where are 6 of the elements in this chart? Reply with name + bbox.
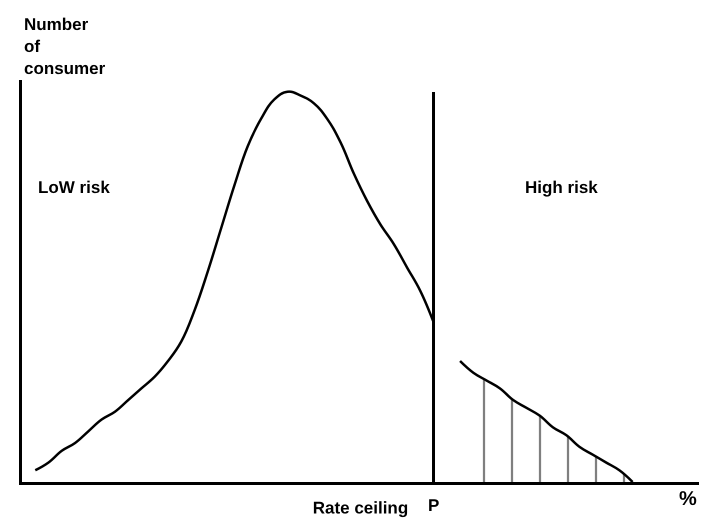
- text: %: [679, 488, 697, 510]
- annotation: LoW risk: [38, 178, 110, 197]
- text: P: [428, 496, 440, 515]
- y-axis-title: Number of consumer: [24, 15, 106, 78]
- annotation: High risk: [525, 178, 598, 197]
- x-axis-title: Rate ceiling: [312, 498, 408, 518]
